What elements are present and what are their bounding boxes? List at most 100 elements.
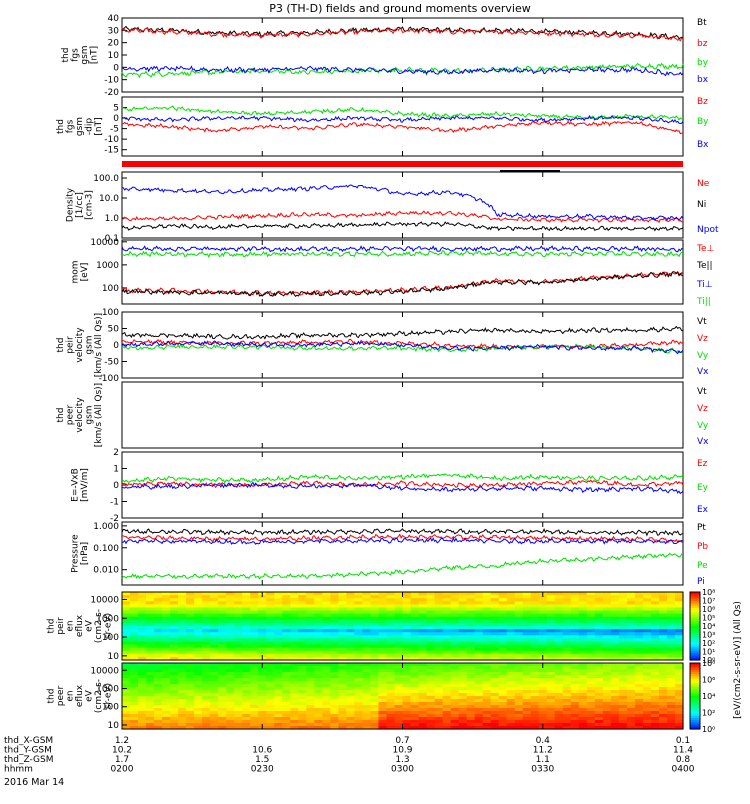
spectrogram-cell bbox=[162, 613, 171, 618]
spectrogram-cell bbox=[194, 705, 203, 709]
spectrogram-cell bbox=[522, 711, 532, 715]
spectrogram-cell bbox=[282, 644, 291, 649]
y-tick-label: 10000 bbox=[90, 238, 119, 248]
spectrogram-cell bbox=[274, 705, 283, 709]
spectrogram-cell bbox=[610, 607, 620, 612]
spectrogram-cell bbox=[538, 607, 548, 612]
spectrogram-cell bbox=[586, 641, 596, 646]
spectrogram-cell bbox=[658, 622, 668, 627]
colorbar-cell bbox=[690, 650, 700, 654]
spectrogram-cell bbox=[154, 693, 163, 697]
spectrogram-cell bbox=[202, 607, 211, 612]
spectrogram-cell bbox=[250, 672, 259, 676]
spectrogram-cell bbox=[306, 684, 315, 688]
spectrogram-cell bbox=[386, 622, 396, 627]
spectrogram-cell bbox=[162, 650, 171, 655]
spectrogram-cell bbox=[186, 699, 195, 703]
spectrogram-cell bbox=[362, 592, 372, 596]
spectrogram-cell bbox=[178, 592, 187, 596]
spectrogram-cell bbox=[346, 613, 356, 618]
spectrogram-cell bbox=[610, 681, 620, 685]
spectrogram-cell bbox=[458, 699, 468, 703]
spectrogram-cell bbox=[418, 693, 428, 697]
spectrogram-cell bbox=[338, 717, 347, 721]
spectrogram-cell bbox=[434, 622, 444, 627]
spectrogram-cell bbox=[586, 711, 596, 715]
spectrogram-cell bbox=[338, 711, 347, 715]
spectrogram-cell bbox=[194, 684, 203, 688]
spectrogram-cell bbox=[650, 699, 660, 703]
spectrogram-cell bbox=[194, 666, 203, 670]
y-axis-label: eflux bbox=[75, 684, 85, 707]
spectrogram-cell bbox=[466, 644, 476, 649]
spectrogram-cell bbox=[410, 696, 420, 700]
spectrogram-cell bbox=[410, 601, 420, 605]
spectrogram-cell bbox=[474, 702, 484, 706]
spectrogram-cell bbox=[266, 616, 275, 621]
spectrogram-cell bbox=[642, 693, 652, 697]
spectrogram-cell bbox=[178, 696, 187, 700]
spectrogram-cell bbox=[634, 669, 644, 673]
spectrogram-cell bbox=[226, 598, 235, 602]
spectrogram-cell bbox=[554, 641, 564, 646]
spectrogram-cell bbox=[410, 666, 420, 670]
spectrogram-cell bbox=[314, 595, 323, 599]
spectrogram-cell bbox=[554, 669, 564, 673]
spectrogram-cell bbox=[618, 647, 628, 652]
spectrogram-cell bbox=[498, 641, 508, 646]
spectrogram-cell bbox=[178, 650, 187, 655]
spectrogram-cell bbox=[146, 699, 155, 703]
spectrogram-cell bbox=[650, 705, 660, 709]
spectrogram-cell bbox=[258, 684, 267, 688]
spectrogram-cell bbox=[506, 641, 516, 646]
spectrogram-cell bbox=[362, 723, 372, 727]
spectrogram-cell bbox=[298, 726, 307, 730]
spectrogram-cell bbox=[482, 629, 492, 633]
spectrogram-cell bbox=[530, 714, 540, 718]
spectrogram-cell bbox=[466, 626, 476, 630]
spectrogram-cell bbox=[386, 678, 396, 682]
spectrogram-cell bbox=[250, 723, 259, 727]
spectrogram-cell bbox=[658, 708, 668, 712]
spectrogram-cell bbox=[226, 638, 235, 643]
spectrogram-cell bbox=[426, 653, 436, 658]
spectrogram-cell bbox=[194, 708, 203, 712]
spectrogram-cell bbox=[266, 663, 275, 667]
spectrogram-cell bbox=[186, 622, 195, 627]
spectrogram-cell bbox=[586, 592, 596, 596]
spectrogram-cell bbox=[338, 601, 347, 605]
spectrogram-cell bbox=[274, 619, 283, 624]
spectrogram-cell bbox=[378, 675, 388, 679]
spectrogram-cell bbox=[370, 714, 380, 718]
spectrogram-cell bbox=[498, 675, 508, 679]
spectrogram-cell bbox=[578, 598, 588, 602]
spectrogram-cell bbox=[450, 641, 460, 646]
spectrogram-cell bbox=[314, 717, 323, 721]
spectrogram-cell bbox=[514, 696, 524, 700]
spectrogram-cell bbox=[370, 684, 380, 688]
spectrogram-cell bbox=[242, 613, 251, 618]
spectrogram-cell bbox=[306, 693, 315, 697]
spectrogram-cell bbox=[642, 684, 652, 688]
spectrogram-cell bbox=[514, 644, 524, 649]
spectrogram-cell bbox=[298, 696, 307, 700]
spectrogram-cell bbox=[410, 635, 420, 639]
spectrogram-cell bbox=[146, 613, 155, 618]
spectrogram-cell bbox=[378, 629, 388, 633]
spectrogram-cell bbox=[298, 684, 307, 688]
spectrogram-cell bbox=[362, 705, 372, 709]
spectrogram-cell bbox=[306, 669, 315, 673]
spectrogram-cell bbox=[322, 714, 331, 718]
spectrogram-cell bbox=[362, 644, 372, 649]
spectrogram-cell bbox=[386, 699, 396, 703]
spectrogram-cell bbox=[274, 601, 283, 605]
spectrogram-cell bbox=[618, 672, 628, 676]
spectrogram-cell bbox=[578, 641, 588, 646]
spectrogram-cell bbox=[322, 705, 331, 709]
spectrogram-cell bbox=[362, 663, 372, 667]
spectrogram-cell bbox=[482, 675, 492, 679]
spectrogram-cell bbox=[666, 672, 676, 676]
spectrogram-cell bbox=[482, 714, 492, 718]
spectrogram-cell bbox=[426, 650, 436, 655]
spectrogram-cell bbox=[306, 690, 315, 694]
